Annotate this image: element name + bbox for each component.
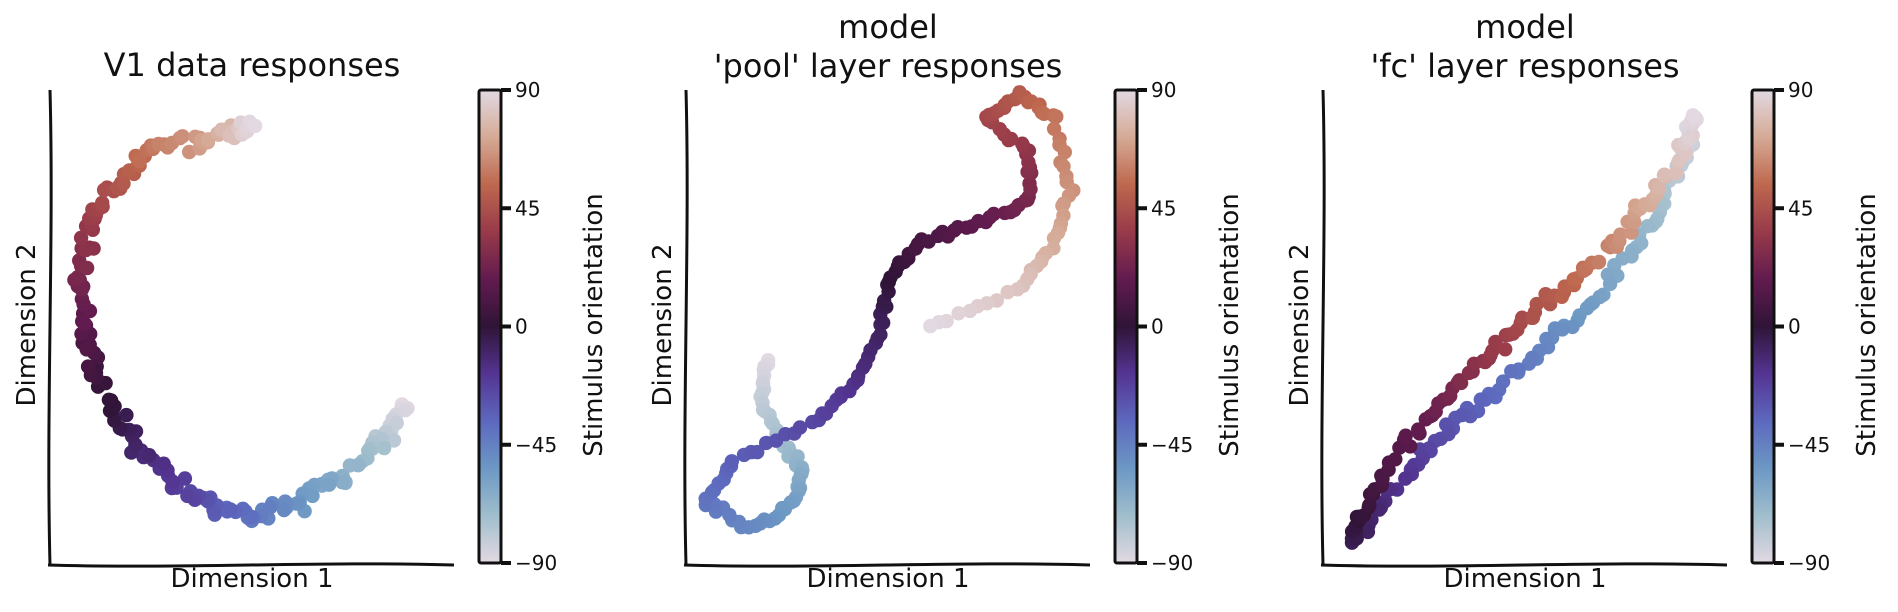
data-point xyxy=(276,502,292,518)
data-point xyxy=(1668,165,1684,181)
data-points xyxy=(698,85,1081,535)
data-point xyxy=(291,496,306,511)
data-point xyxy=(792,420,808,435)
data-point xyxy=(1656,168,1672,183)
data-point xyxy=(119,407,134,423)
y-axis xyxy=(683,89,689,566)
x-axis-label: Dimension 1 xyxy=(1443,564,1607,594)
colorbar xyxy=(1750,88,1776,565)
data-point xyxy=(101,392,117,407)
data-point xyxy=(962,303,978,319)
data-point xyxy=(177,471,193,486)
colorbar-tick-label: −90 xyxy=(1151,551,1193,575)
colorbar-tick-label: 0 xyxy=(515,315,528,339)
data-point xyxy=(1473,392,1488,407)
scatter-plot: 90 45 0 −45 −90 xyxy=(1320,78,1830,575)
data-point xyxy=(78,242,94,258)
data-point xyxy=(1049,109,1064,124)
data-point xyxy=(165,474,180,489)
data-point xyxy=(1000,284,1015,300)
data-point xyxy=(73,230,89,245)
data-point xyxy=(1529,296,1544,312)
x-axis xyxy=(1320,562,1728,568)
data-point xyxy=(132,153,147,169)
colorbar-tick-label: 90 xyxy=(1151,78,1176,102)
data-point xyxy=(1591,255,1606,270)
data-point xyxy=(180,488,195,504)
data-point xyxy=(1398,428,1413,443)
colorbar xyxy=(477,88,503,565)
data-point xyxy=(1488,334,1503,350)
colorbar-tick-label: 90 xyxy=(515,78,540,102)
x-axis xyxy=(683,562,1091,568)
data-point xyxy=(79,260,95,276)
data-point xyxy=(1681,131,1697,146)
data-point xyxy=(142,448,157,463)
colorbar-tick-label: 0 xyxy=(1151,315,1164,339)
y-axis xyxy=(47,89,53,566)
data-point xyxy=(70,270,86,285)
data-point xyxy=(376,440,392,456)
colorbar-tick-label: −45 xyxy=(515,433,557,457)
data-point xyxy=(351,457,366,473)
data-point xyxy=(77,316,92,331)
colorbar xyxy=(1113,88,1139,565)
colorbar-tick-label: 45 xyxy=(1151,196,1176,220)
colorbar-tick-label: −90 xyxy=(515,551,557,575)
colorbar-tick-label: −90 xyxy=(1788,551,1830,575)
data-point xyxy=(247,118,263,134)
panel-pool: model 'pool' layer responses Dimension 1… xyxy=(636,0,1268,612)
data-point xyxy=(1525,310,1541,325)
panel-fc: model 'fc' layer responses Dimension 1 D… xyxy=(1273,0,1898,612)
data-point xyxy=(1602,276,1618,292)
data-point xyxy=(1685,108,1701,123)
scatter-plot: 90 45 0 −45 −90 xyxy=(47,78,557,575)
colorbar-tick-label: 45 xyxy=(1788,196,1813,220)
panel-v1: V1 data responses Dimension 1 Dimension … xyxy=(0,0,632,612)
x-axis-label: Dimension 1 xyxy=(806,564,970,594)
colorbar-tick-label: −45 xyxy=(1788,433,1830,457)
data-point xyxy=(223,502,238,517)
data-point xyxy=(1651,181,1667,196)
data-point xyxy=(1504,364,1519,379)
data-point xyxy=(1411,422,1426,437)
scatter-plot: 90 45 0 −45 −90 xyxy=(683,78,1193,575)
colorbar-tick-label: 90 xyxy=(1788,78,1813,102)
data-point xyxy=(1613,227,1628,242)
data-point xyxy=(80,359,96,374)
data-point xyxy=(386,433,402,448)
data-point xyxy=(263,499,278,515)
data-point xyxy=(1362,497,1377,513)
data-point xyxy=(724,454,739,469)
data-point xyxy=(986,206,1001,222)
data-point xyxy=(1015,136,1030,151)
colorbar-tick-label: −45 xyxy=(1151,433,1193,457)
y-axis xyxy=(1320,89,1326,566)
chart-title: model 'fc' layer responses xyxy=(1370,8,1680,85)
data-points xyxy=(1344,108,1704,550)
data-point xyxy=(95,195,110,211)
colorbar-tick-label: 0 xyxy=(1788,315,1801,339)
data-point xyxy=(175,129,190,144)
data-points xyxy=(67,114,415,529)
data-point xyxy=(79,342,94,357)
data-point xyxy=(1498,342,1513,357)
data-point xyxy=(1388,452,1403,467)
data-point xyxy=(951,306,966,321)
data-point xyxy=(321,477,337,492)
data-point xyxy=(923,318,938,334)
x-axis xyxy=(47,562,455,568)
data-point xyxy=(1453,375,1469,391)
data-point xyxy=(1398,471,1413,486)
data-point xyxy=(750,444,765,460)
chart-title: model 'pool' layer responses xyxy=(713,8,1063,85)
colorbar-tick-label: 45 xyxy=(515,196,540,220)
chart-title: V1 data responses xyxy=(103,46,401,84)
x-axis-label: Dimension 1 xyxy=(170,564,334,594)
data-point xyxy=(873,327,888,342)
